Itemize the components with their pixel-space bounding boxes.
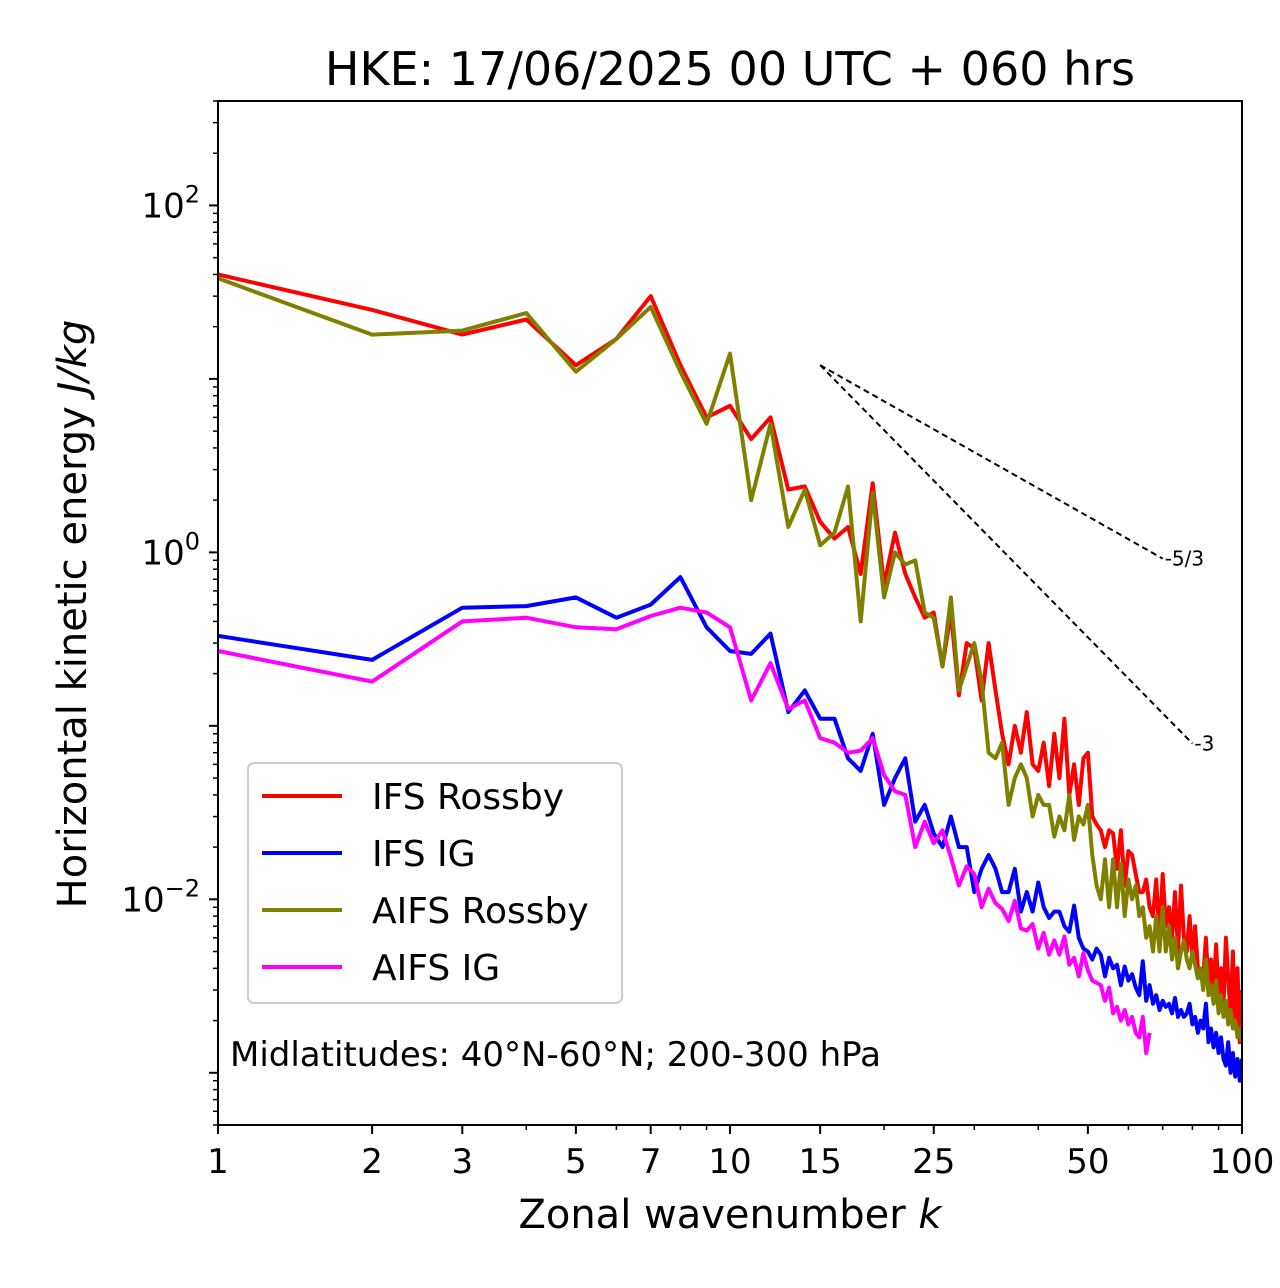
- x-tick-label: 15: [799, 1142, 842, 1182]
- x-tick-label: 3: [451, 1142, 473, 1182]
- y-tick-label: 102: [141, 180, 200, 226]
- y-axis-label: Horizontal kinetic energy J/kg: [50, 320, 96, 909]
- chart-title: HKE: 17/06/2025 00 UTC + 060 hrs: [325, 42, 1135, 96]
- legend-label-aifs-ig: AIFS IG: [372, 948, 500, 989]
- x-axis-label: Zonal wavenumber k: [518, 1192, 943, 1238]
- legend-label-ifs-rossby: IFS Rossby: [372, 777, 564, 818]
- y-tick-label: 10−2: [121, 874, 200, 920]
- series-layer: [218, 272, 1242, 1083]
- reference-label-5-3: -5/3: [1165, 547, 1204, 571]
- x-tick-label: 100: [1210, 1142, 1275, 1182]
- reference-lines: -5/3 -3: [819, 364, 1214, 756]
- legend-box: [247, 762, 623, 1004]
- y-axis: 10−2 100 102: [121, 100, 218, 1126]
- x-tick-label: 7: [640, 1142, 662, 1182]
- y-tick-label: 100: [141, 527, 200, 573]
- x-tick-label: 2: [361, 1142, 383, 1182]
- x-tick-label: 50: [1066, 1142, 1109, 1182]
- series-line-ifs-ig: [218, 575, 1242, 1083]
- reference-line-slope-3: [819, 364, 1194, 745]
- series-line-aifs-ig: [218, 605, 1152, 1055]
- x-tick-label: 10: [708, 1142, 751, 1182]
- x-tick-label: 1: [207, 1142, 229, 1182]
- legend-label-ifs-ig: IFS IG: [372, 834, 476, 875]
- reference-line-slope-5-3: [819, 364, 1164, 560]
- legend-label-aifs-rossby: AIFS Rossby: [372, 891, 589, 932]
- reference-label-3: -3: [1194, 732, 1214, 756]
- region-annotation: Midlatitudes: 40°N-60°N; 200-300 hPa: [230, 1035, 881, 1075]
- x-tick-label: 25: [912, 1142, 955, 1182]
- legend: IFS Rossby IFS IG AIFS Rossby AIFS IG: [247, 762, 623, 1004]
- series-line-aifs-rossby: [218, 276, 1242, 1043]
- x-axis: 1 2 3 5 7 10 15 25 50 100: [207, 1125, 1274, 1182]
- x-tick-label: 5: [565, 1142, 587, 1182]
